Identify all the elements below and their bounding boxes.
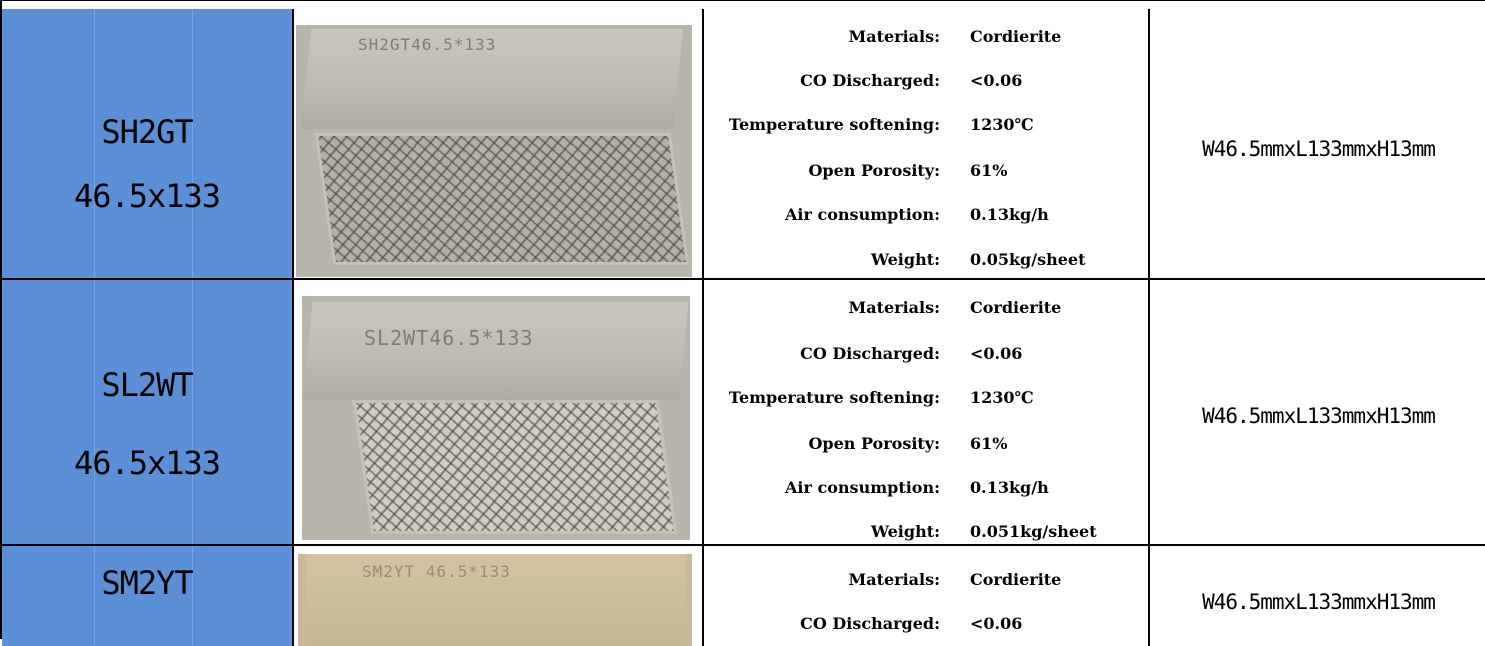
- model-cell: SL2WT 46.5x133: [2, 280, 294, 544]
- dimensions-cell: W46.5mmxL133mmxH13mm: [1150, 546, 1485, 646]
- dimensions-text: W46.5mmxL133mmxH13mm: [1202, 137, 1436, 161]
- photo-stamp: SL2WT46.5*133: [364, 326, 534, 350]
- product-photo: SH2GT46.5*133: [296, 25, 692, 277]
- table-row: SM2YT SM2YT 46.5*133 Materials: Cordierit…: [2, 546, 1485, 646]
- model-name: SH2GT: [101, 113, 193, 151]
- spec-row: Air consumption: 0.13kg/h: [785, 205, 1049, 224]
- dimensions-cell: W46.5mmxL133mmxH13mm: [1150, 280, 1485, 544]
- photo-stamp: SH2GT46.5*133: [358, 35, 497, 54]
- spec-row: Air consumption: 0.13kg/h: [785, 478, 1049, 497]
- spec-row: Temperature softening: 1230℃: [728, 115, 1034, 134]
- model-size: 46.5x133: [73, 444, 221, 482]
- model-cell: SH2GT 46.5x133: [2, 9, 294, 278]
- product-image-cell: SL2WT46.5*133: [294, 280, 704, 544]
- dimensions-text: W46.5mmxL133mmxH13mm: [1202, 404, 1436, 428]
- spec-row: Weight: 0.05kg/sheet: [870, 250, 1086, 269]
- product-image-cell: SH2GT46.5*133: [294, 9, 704, 278]
- specs-cell: Materials: Cordierite CO Discharged: <0.06…: [704, 9, 1150, 278]
- spec-row: Materials: Cordierite: [848, 298, 1062, 317]
- model-size: 46.5x133: [73, 177, 221, 215]
- specs-cell: Materials: Cordierite CO Discharged: <0.06…: [704, 280, 1150, 544]
- product-photo: SL2WT46.5*133: [302, 296, 690, 540]
- spec-row: CO Discharged: <0.06: [800, 344, 1023, 363]
- product-photo: SM2YT 46.5*133: [298, 554, 692, 646]
- spec-row: Materials: Cordierite: [848, 570, 1062, 589]
- specs-cell: Materials: Cordierite CO Discharged: <0.06: [704, 546, 1150, 646]
- dimensions-cell: W46.5mmxL133mmxH13mm: [1150, 9, 1485, 278]
- product-image-cell: SM2YT 46.5*133: [294, 546, 704, 646]
- photo-stamp: SM2YT 46.5*133: [362, 562, 511, 581]
- spec-row: Materials: Cordierite: [848, 27, 1062, 46]
- spec-row: CO Discharged: <0.06: [800, 614, 1023, 633]
- table-row: SH2GT 46.5x133 SH2GT46.5*133 Materials: C…: [2, 9, 1485, 280]
- table-row: SL2WT 46.5x133 SL2WT46.5*133 Materials: C…: [2, 280, 1485, 546]
- dimensions-text: W46.5mmxL133mmxH13mm: [1202, 590, 1436, 614]
- spec-row: Open Porosity: 61%: [808, 434, 1008, 453]
- spec-row: CO Discharged: <0.06: [800, 71, 1023, 90]
- spec-row: Weight: 0.051kg/sheet: [870, 522, 1097, 541]
- spec-row: Temperature softening: 1230℃: [728, 388, 1034, 407]
- model-name: SM2YT: [101, 564, 193, 602]
- spec-row: Open Porosity: 61%: [808, 161, 1008, 180]
- model-name: SL2WT: [101, 366, 193, 404]
- model-cell: SM2YT: [2, 546, 294, 646]
